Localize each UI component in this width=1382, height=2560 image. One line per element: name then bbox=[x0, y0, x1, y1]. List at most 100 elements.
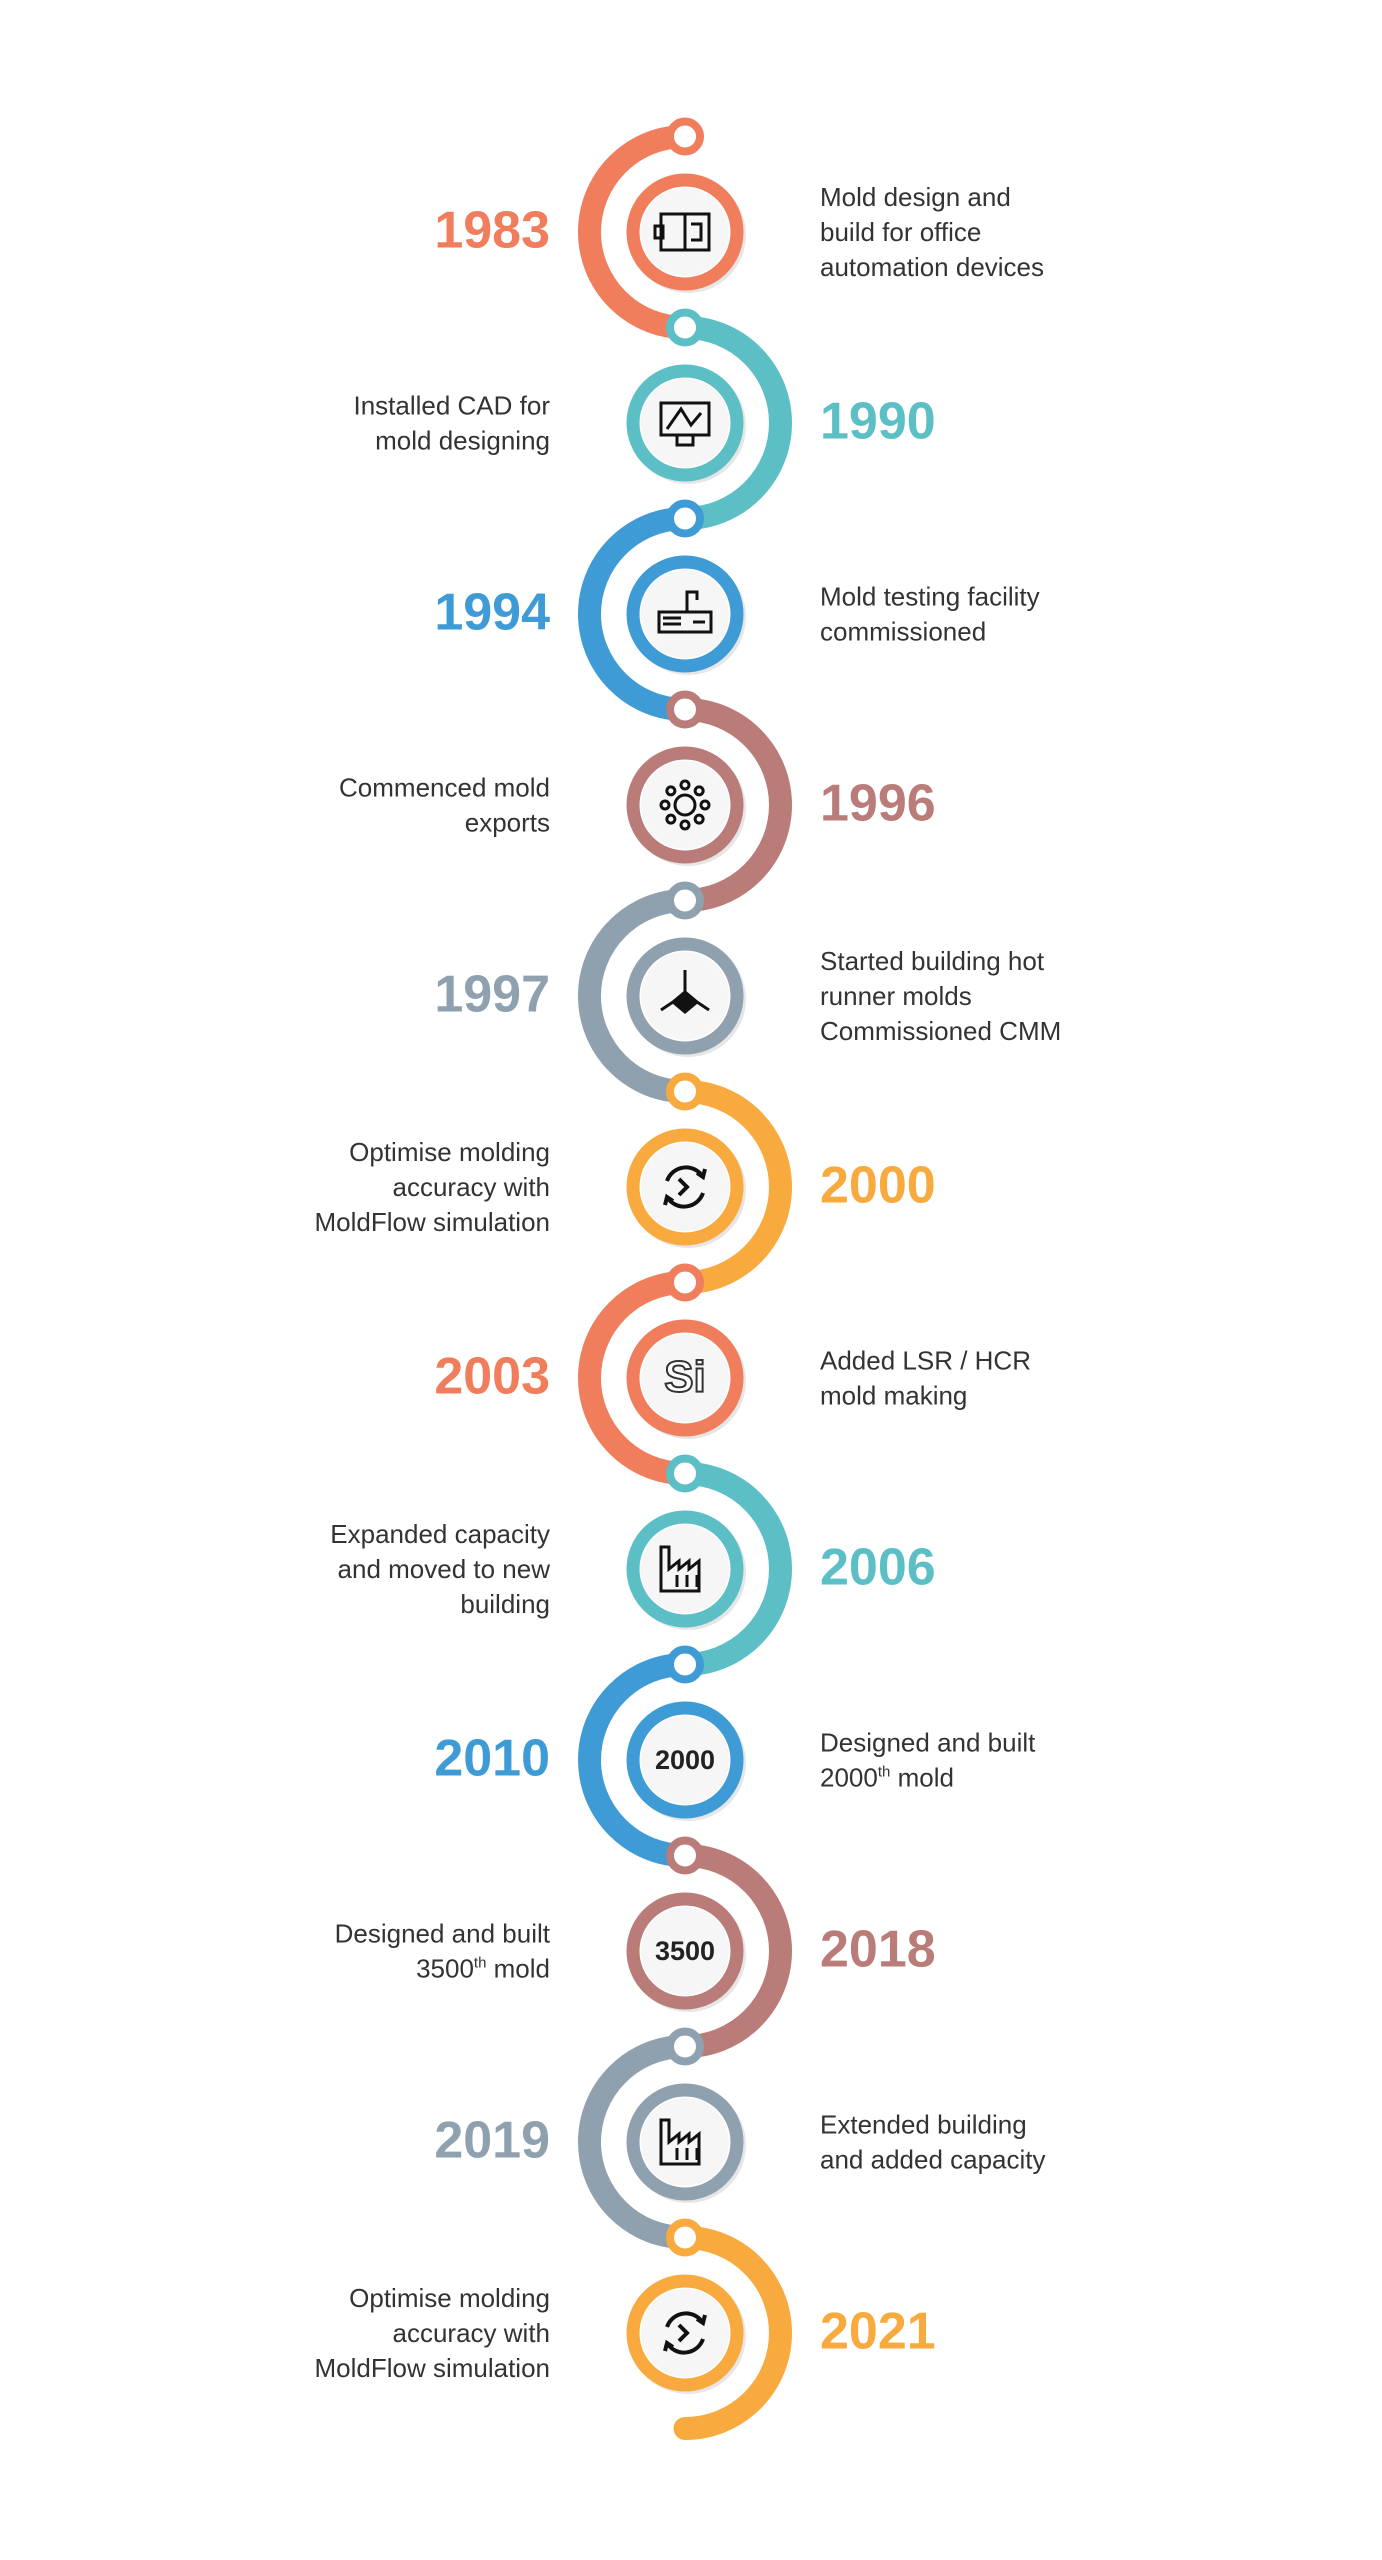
description-line: automation devices bbox=[820, 252, 1044, 282]
arcs bbox=[578, 125, 792, 2440]
arc bbox=[578, 125, 686, 339]
description-line: runner molds bbox=[820, 981, 972, 1011]
icon-part bbox=[659, 1545, 701, 1593]
year: 2018 bbox=[820, 1921, 936, 1979]
icon-part bbox=[665, 813, 677, 825]
description-line: accuracy with bbox=[393, 1172, 551, 1202]
description-line: Designed and built bbox=[820, 1728, 1036, 1758]
icon-part bbox=[673, 793, 697, 817]
arc bbox=[578, 1271, 686, 1485]
arc bbox=[684, 316, 792, 530]
icon-part bbox=[659, 799, 671, 811]
text-part: 3500 bbox=[416, 1954, 474, 1984]
superscript: th bbox=[878, 1764, 891, 1781]
description-line: commissioned bbox=[820, 617, 986, 647]
description-line: Commenced mold bbox=[339, 773, 550, 803]
icon bbox=[659, 2118, 701, 2166]
arc bbox=[578, 889, 686, 1103]
description-line: accuracy with bbox=[393, 2318, 551, 2348]
description-line: Commissioned CMM bbox=[820, 1016, 1061, 1046]
icon-part bbox=[659, 401, 711, 437]
arc bbox=[684, 1080, 792, 1294]
icon-part bbox=[679, 819, 691, 831]
description-line: Added LSR / HCR bbox=[820, 1346, 1031, 1376]
connector-dot bbox=[666, 690, 704, 729]
description-line: Installed CAD for bbox=[353, 391, 550, 421]
connector-dot bbox=[666, 117, 704, 156]
year: 1997 bbox=[434, 966, 550, 1024]
icon-bg bbox=[641, 2098, 729, 2186]
icon-part bbox=[683, 214, 703, 250]
icon-part bbox=[699, 799, 711, 811]
icon bbox=[657, 590, 713, 634]
dots bbox=[666, 117, 704, 2257]
description-line: 2000th mold bbox=[820, 1763, 954, 1793]
description-line: and moved to new bbox=[338, 1554, 551, 1584]
icon-text: Si bbox=[664, 1353, 706, 1402]
icon-part bbox=[665, 406, 703, 447]
connector-dot bbox=[666, 1454, 704, 1493]
superscript: th bbox=[474, 1955, 487, 1972]
text-part: mold bbox=[486, 1954, 550, 1984]
description-line: Optimise molding bbox=[349, 2283, 550, 2313]
icon-part bbox=[693, 813, 705, 825]
arc bbox=[578, 2035, 686, 2249]
year: 2003 bbox=[434, 1348, 550, 1406]
icon bbox=[663, 2311, 707, 2355]
icon-bg bbox=[641, 1716, 729, 1804]
year: 2006 bbox=[820, 1539, 936, 1597]
arc bbox=[578, 1653, 686, 1867]
description-line: Mold design and bbox=[820, 182, 1011, 212]
connector-dot bbox=[666, 2027, 704, 2066]
description-line: Designed and built bbox=[335, 1919, 551, 1949]
connector-dot bbox=[666, 1645, 704, 1684]
icon-part bbox=[657, 610, 713, 634]
year: 1994 bbox=[434, 584, 550, 642]
arc bbox=[684, 1462, 792, 1676]
description-line: MoldFlow simulation bbox=[314, 2353, 550, 2383]
text-part: 2000 bbox=[820, 1763, 878, 1793]
icon bbox=[659, 401, 711, 447]
description-line: Started building hot bbox=[820, 946, 1045, 976]
description-line: mold making bbox=[820, 1381, 967, 1411]
arc bbox=[684, 1844, 792, 2058]
icon bbox=[659, 1545, 701, 1593]
connector-dot bbox=[666, 1263, 704, 1302]
description-line: Optimise molding bbox=[349, 1137, 550, 1167]
description-line: MoldFlow simulation bbox=[314, 1207, 550, 1237]
icon-part bbox=[665, 785, 677, 797]
description-line: building bbox=[460, 1589, 550, 1619]
description-line: and added capacity bbox=[820, 2145, 1046, 2175]
description-line: 3500th mold bbox=[416, 1954, 550, 1984]
icon-part bbox=[679, 779, 691, 791]
year: 2021 bbox=[820, 2303, 936, 2361]
year: 2000 bbox=[820, 1157, 936, 1215]
description-line: build for office bbox=[820, 217, 981, 247]
icon bbox=[659, 779, 711, 831]
arc bbox=[578, 507, 686, 721]
icon-bg bbox=[641, 570, 729, 658]
icon-bg bbox=[641, 1525, 729, 1613]
arc bbox=[684, 698, 792, 912]
icon-bg bbox=[641, 761, 729, 849]
connector-dot bbox=[666, 308, 704, 347]
description-line: mold designing bbox=[375, 426, 550, 456]
year: 2010 bbox=[434, 1730, 550, 1788]
year: 1983 bbox=[434, 202, 550, 260]
description-line: Extended building bbox=[820, 2110, 1027, 2140]
icon-text: 2000 bbox=[655, 1745, 715, 1775]
icon-part bbox=[663, 2311, 707, 2355]
icon-part bbox=[659, 2118, 701, 2166]
description-line: Expanded capacity bbox=[330, 1519, 550, 1549]
icon-part bbox=[663, 590, 705, 626]
icon-part bbox=[693, 785, 705, 797]
icon-part bbox=[663, 1165, 707, 1209]
description-line: exports bbox=[465, 808, 550, 838]
connector-dot bbox=[666, 499, 704, 538]
icon bbox=[660, 970, 710, 1014]
connector-dot bbox=[666, 1072, 704, 1111]
icon bbox=[663, 1165, 707, 1209]
connector-dot bbox=[666, 1836, 704, 1875]
text-part: mold bbox=[890, 1763, 954, 1793]
